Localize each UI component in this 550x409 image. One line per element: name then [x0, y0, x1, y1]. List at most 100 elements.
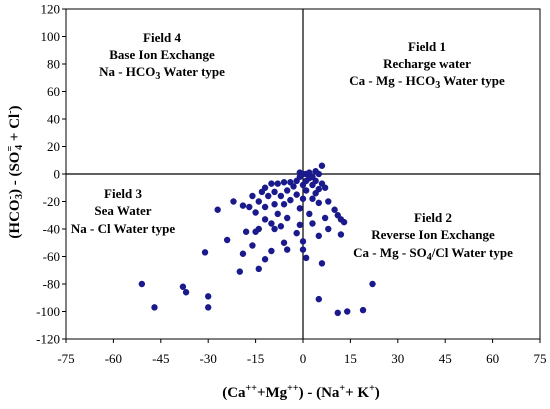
data-point	[296, 205, 304, 212]
y-tick-label: 60	[47, 84, 60, 99]
data-point	[359, 306, 367, 314]
data-point	[258, 188, 266, 196]
data-point	[309, 181, 316, 189]
data-point	[205, 293, 212, 300]
data-point	[318, 162, 326, 169]
data-point	[249, 242, 256, 249]
data-point	[306, 210, 313, 218]
data-point	[268, 180, 275, 187]
data-point	[261, 216, 269, 223]
data-point	[280, 239, 288, 246]
y-tick-label: 20	[47, 139, 60, 154]
data-point	[151, 304, 158, 311]
field1-subtitle: Recharge water	[383, 56, 471, 71]
data-point	[239, 202, 247, 209]
data-point	[277, 223, 285, 230]
data-point	[242, 228, 250, 235]
x-tick-label: 0	[300, 351, 307, 366]
data-point	[265, 192, 272, 200]
data-point	[261, 203, 269, 211]
data-point	[255, 198, 262, 205]
data-point	[179, 283, 187, 290]
data-point	[321, 214, 329, 222]
x-tick-label: 45	[439, 351, 452, 366]
data-point	[223, 236, 231, 244]
data-point	[344, 308, 351, 315]
field4-water-type: Na - HCO3 Water type	[99, 64, 225, 82]
data-point	[239, 250, 247, 257]
data-point	[321, 184, 329, 191]
data-point	[284, 187, 291, 194]
data-point	[299, 181, 307, 189]
data-point	[201, 249, 209, 256]
x-tick-label: 15	[344, 351, 357, 366]
data-point	[252, 228, 259, 235]
data-point	[205, 304, 212, 311]
data-point	[340, 218, 348, 226]
data-point	[293, 229, 300, 237]
data-point	[312, 190, 319, 197]
field2-title: Field 2	[414, 210, 452, 225]
data-point	[246, 203, 253, 211]
data-point	[261, 256, 269, 263]
data-point	[214, 206, 221, 213]
data-point	[315, 232, 322, 240]
data-point	[290, 183, 297, 190]
data-point	[299, 195, 307, 202]
y-tick-label: -100	[36, 304, 60, 319]
y-tick-label: -20	[43, 194, 60, 209]
x-axis-ticks: -75 -60 -45 -30 -15 0 15 30 45 60 75	[57, 339, 547, 366]
field3-title: Field 3	[104, 186, 142, 201]
data-point	[271, 225, 278, 233]
field2-water-type: Ca - Mg - SO4/Cl Water type	[353, 245, 513, 263]
field4-title: Field 4	[143, 30, 181, 45]
data-point	[252, 209, 259, 216]
x-axis-title: (Ca+++Mg++) - (Na++ K+)	[222, 383, 380, 401]
data-point	[299, 246, 307, 253]
y-tick-label: 100	[41, 29, 61, 44]
y-tick-label: 120	[41, 2, 61, 17]
data-point	[268, 220, 275, 227]
data-point	[312, 168, 319, 175]
data-point	[280, 179, 288, 186]
data-point	[255, 265, 262, 273]
y-axis-ticks: 120 100 80 60 40 20 0 -20 -40 -60 -80 -100 -120	[36, 2, 66, 347]
y-tick-label: 0	[54, 167, 61, 182]
data-point	[284, 214, 291, 222]
field1-water-type: Ca - Mg - HCO3 Water type	[349, 73, 505, 91]
x-tick-label: -15	[247, 351, 264, 366]
data-point	[337, 231, 345, 238]
x-tick-label: -45	[152, 351, 169, 366]
field2-subtitle: Reverse Ion Exchange	[371, 227, 495, 242]
data-point	[325, 225, 332, 233]
x-tick-label: 75	[534, 351, 547, 366]
data-point	[293, 177, 300, 185]
data-point	[280, 201, 288, 208]
y-tick-label: -60	[43, 249, 60, 264]
data-point	[182, 289, 190, 296]
x-tick-label: 60	[486, 351, 499, 366]
data-point	[293, 191, 300, 198]
data-point	[268, 247, 275, 255]
field3-subtitle: Sea Water	[94, 203, 151, 218]
x-tick-label: -75	[57, 351, 74, 366]
y-axis-title: (HCO-3) - (SO=4 + Cl-)	[5, 105, 25, 238]
data-point	[236, 268, 243, 275]
x-tick-label: -30	[200, 351, 217, 366]
field3-water-type: Na - Cl Water type	[71, 221, 175, 236]
data-point	[302, 187, 310, 194]
data-point	[325, 198, 332, 205]
data-point	[277, 192, 285, 200]
data-point	[274, 210, 281, 218]
data-point	[309, 195, 316, 202]
data-point	[274, 180, 281, 187]
data-point	[318, 260, 326, 267]
field4-subtitle: Base Ion Exchange	[109, 47, 215, 62]
data-point	[315, 295, 322, 303]
field1-title: Field 1	[408, 39, 446, 54]
y-tick-label: -40	[43, 222, 60, 237]
data-point	[249, 192, 256, 200]
data-point	[309, 220, 316, 227]
data-point	[271, 201, 278, 208]
